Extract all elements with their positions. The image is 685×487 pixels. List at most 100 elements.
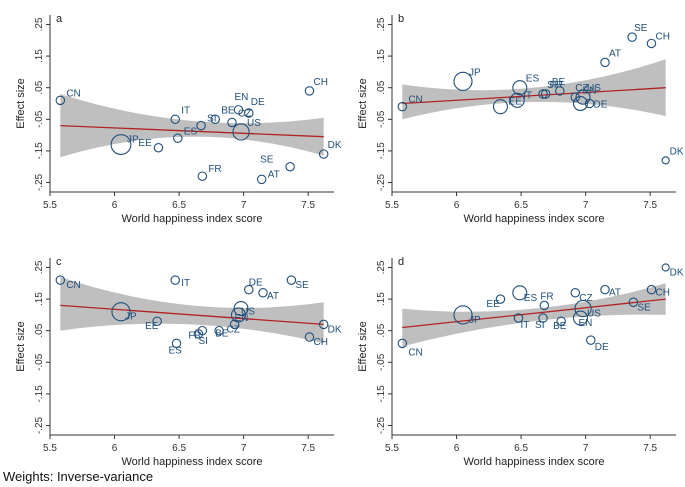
x-axis-title: World happiness index score bbox=[121, 456, 262, 468]
data-point-cz bbox=[570, 92, 581, 102]
panel-b: b .25 .15 .05 -.05 -.15 -.25 5.5 6 6.5 7 7.5 World h… bbox=[357, 13, 684, 225]
y-tick-label: .25 bbox=[34, 17, 45, 31]
point-label-en: EN bbox=[234, 92, 248, 103]
x-tick-label: 6 bbox=[112, 443, 118, 454]
data-point-at bbox=[600, 57, 610, 68]
point-label-ee: EE bbox=[486, 299, 500, 310]
data-point-at bbox=[258, 288, 268, 298]
x-tick-label: 7.5 bbox=[301, 443, 315, 454]
data-point-us bbox=[233, 301, 249, 317]
panel-label: b bbox=[398, 13, 404, 25]
point-label-be: BE bbox=[215, 329, 229, 340]
data-point-si bbox=[196, 120, 206, 131]
x-tick-label: 6 bbox=[112, 200, 118, 211]
point-label-ee: EE bbox=[138, 138, 152, 149]
point-label-ch: CH bbox=[655, 31, 669, 42]
data-point-it bbox=[170, 275, 180, 285]
data-point-de bbox=[584, 98, 595, 109]
data-point-dk bbox=[661, 156, 670, 165]
data-point-at bbox=[256, 174, 267, 185]
data-point-it bbox=[513, 313, 524, 323]
point-label-se: SE bbox=[260, 155, 274, 166]
data-point-it bbox=[170, 114, 180, 125]
confidence-band bbox=[60, 94, 324, 158]
point-label-es: ES bbox=[524, 293, 538, 304]
y-tick-label: .05 bbox=[34, 80, 45, 94]
data-point-fr bbox=[539, 300, 550, 311]
data-point-es bbox=[512, 80, 528, 96]
data-point-it bbox=[509, 92, 525, 108]
point-label-ee: EE bbox=[508, 97, 522, 108]
data-point-jp bbox=[111, 302, 131, 322]
x-axis-title: World happiness index score bbox=[463, 456, 604, 468]
y-tick-label: -.15 bbox=[34, 385, 45, 403]
point-label-dk: DK bbox=[670, 267, 684, 278]
data-point-es bbox=[173, 133, 183, 144]
data-point-si bbox=[538, 313, 548, 323]
x-tick-label: 6 bbox=[454, 443, 460, 454]
data-point-at bbox=[600, 284, 610, 295]
point-label-us: US bbox=[247, 118, 261, 129]
y-tick-label: .05 bbox=[34, 323, 45, 337]
point-label-be: BE bbox=[553, 321, 567, 332]
x-tick-label: 7 bbox=[583, 200, 589, 211]
y-tick-label: -.15 bbox=[376, 142, 387, 160]
fit-line bbox=[60, 124, 324, 138]
data-point-se bbox=[286, 275, 297, 285]
data-point-en bbox=[572, 95, 589, 112]
point-label-cn: CN bbox=[408, 95, 422, 106]
point-label-it: IT bbox=[523, 90, 532, 101]
point-label-cn: CN bbox=[66, 88, 80, 99]
point-label-si: SI bbox=[198, 336, 207, 347]
x-tick-label: 6.5 bbox=[172, 443, 186, 454]
point-label-se: SE bbox=[295, 280, 309, 291]
x-tick-label: 6 bbox=[454, 200, 460, 211]
point-label-ee: EE bbox=[145, 321, 159, 332]
point-label-de: DE bbox=[251, 97, 265, 108]
point-label-jp: JP bbox=[127, 135, 139, 146]
x-tick-label: 7 bbox=[583, 443, 589, 454]
confidence-band bbox=[402, 59, 666, 120]
data-point-fr bbox=[197, 325, 208, 336]
point-label-be: BE bbox=[221, 105, 235, 116]
point-label-fr: FR bbox=[550, 80, 563, 91]
x-tick-label: 7 bbox=[241, 200, 247, 211]
point-label-si: SI bbox=[547, 80, 556, 91]
x-tick-label: 6.5 bbox=[514, 200, 528, 211]
point-label-es: ES bbox=[526, 74, 540, 85]
data-point-ee bbox=[492, 99, 508, 115]
data-point-ee bbox=[153, 143, 164, 153]
data-point-ch bbox=[646, 38, 657, 49]
data-point-cn bbox=[55, 275, 66, 285]
x-tick-label: 5.5 bbox=[385, 200, 399, 211]
data-point-en bbox=[233, 105, 244, 115]
point-label-ch: CH bbox=[655, 288, 669, 299]
point-label-en: EN bbox=[582, 86, 596, 97]
x-tick-label: 6.5 bbox=[514, 443, 528, 454]
data-point-jp bbox=[110, 134, 132, 156]
point-label-us: US bbox=[241, 307, 255, 318]
data-point-ch bbox=[646, 284, 657, 295]
data-point-dk bbox=[318, 149, 329, 159]
data-point-cz bbox=[570, 288, 581, 298]
y-axis-title: Effect size bbox=[15, 78, 27, 129]
y-tick-label: .25 bbox=[376, 17, 387, 31]
point-label-it: IT bbox=[181, 278, 190, 289]
point-label-es: ES bbox=[169, 345, 183, 356]
y-tick-label: -.15 bbox=[34, 142, 45, 160]
point-label-fr: FR bbox=[208, 164, 221, 175]
x-tick-label: 5.5 bbox=[43, 443, 57, 454]
data-point-dk bbox=[318, 319, 329, 330]
x-tick-label: 7.5 bbox=[643, 200, 657, 211]
x-tick-label: 5.5 bbox=[43, 200, 57, 211]
fit-line bbox=[402, 298, 666, 329]
y-tick-label: -.15 bbox=[376, 385, 387, 403]
point-label-at: AT bbox=[609, 288, 621, 299]
y-tick-label: .15 bbox=[376, 49, 387, 63]
point-label-at: AT bbox=[609, 48, 621, 59]
point-label-cn: CN bbox=[66, 280, 80, 291]
point-label-de: DE bbox=[249, 278, 263, 289]
data-point-en bbox=[572, 310, 589, 326]
data-point-cz bbox=[227, 117, 237, 128]
